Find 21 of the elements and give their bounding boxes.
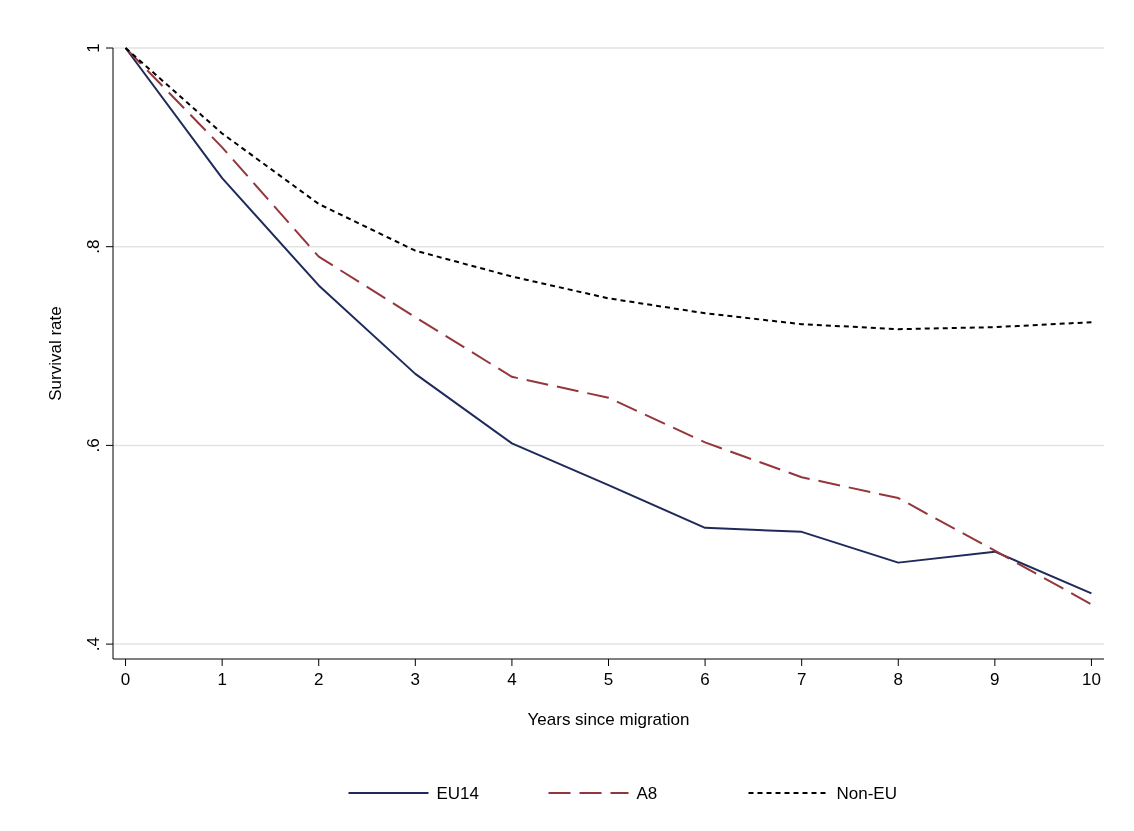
y-tick-label: 1 xyxy=(84,43,103,53)
y-tick-label: .4 xyxy=(84,637,103,652)
x-tick-label: 7 xyxy=(796,670,807,689)
x-tick-label: 6 xyxy=(700,670,710,689)
x-tick-label: 8 xyxy=(893,670,903,689)
legend-label: EU14 xyxy=(436,784,480,803)
x-tick-label: 2 xyxy=(314,670,324,689)
y-tick-label: .6 xyxy=(84,438,103,453)
x-axis-title: Years since migration xyxy=(527,710,690,729)
y-axis-title: Survival rate xyxy=(46,306,65,401)
x-tick-label: 5 xyxy=(603,670,614,689)
x-tick-label: 4 xyxy=(507,670,517,689)
line-series xyxy=(124,47,1093,331)
legend-label: A8 xyxy=(636,784,658,803)
y-tick-label: .8 xyxy=(84,239,103,254)
x-tick-label: 9 xyxy=(990,670,1000,689)
x-tick-label: 1 xyxy=(217,670,227,689)
x-tick-label: 10 xyxy=(1081,670,1101,689)
x-tick-label: 0 xyxy=(120,670,131,689)
legend-label: Non-EU xyxy=(836,784,897,803)
x-tick-label: 3 xyxy=(410,670,421,689)
